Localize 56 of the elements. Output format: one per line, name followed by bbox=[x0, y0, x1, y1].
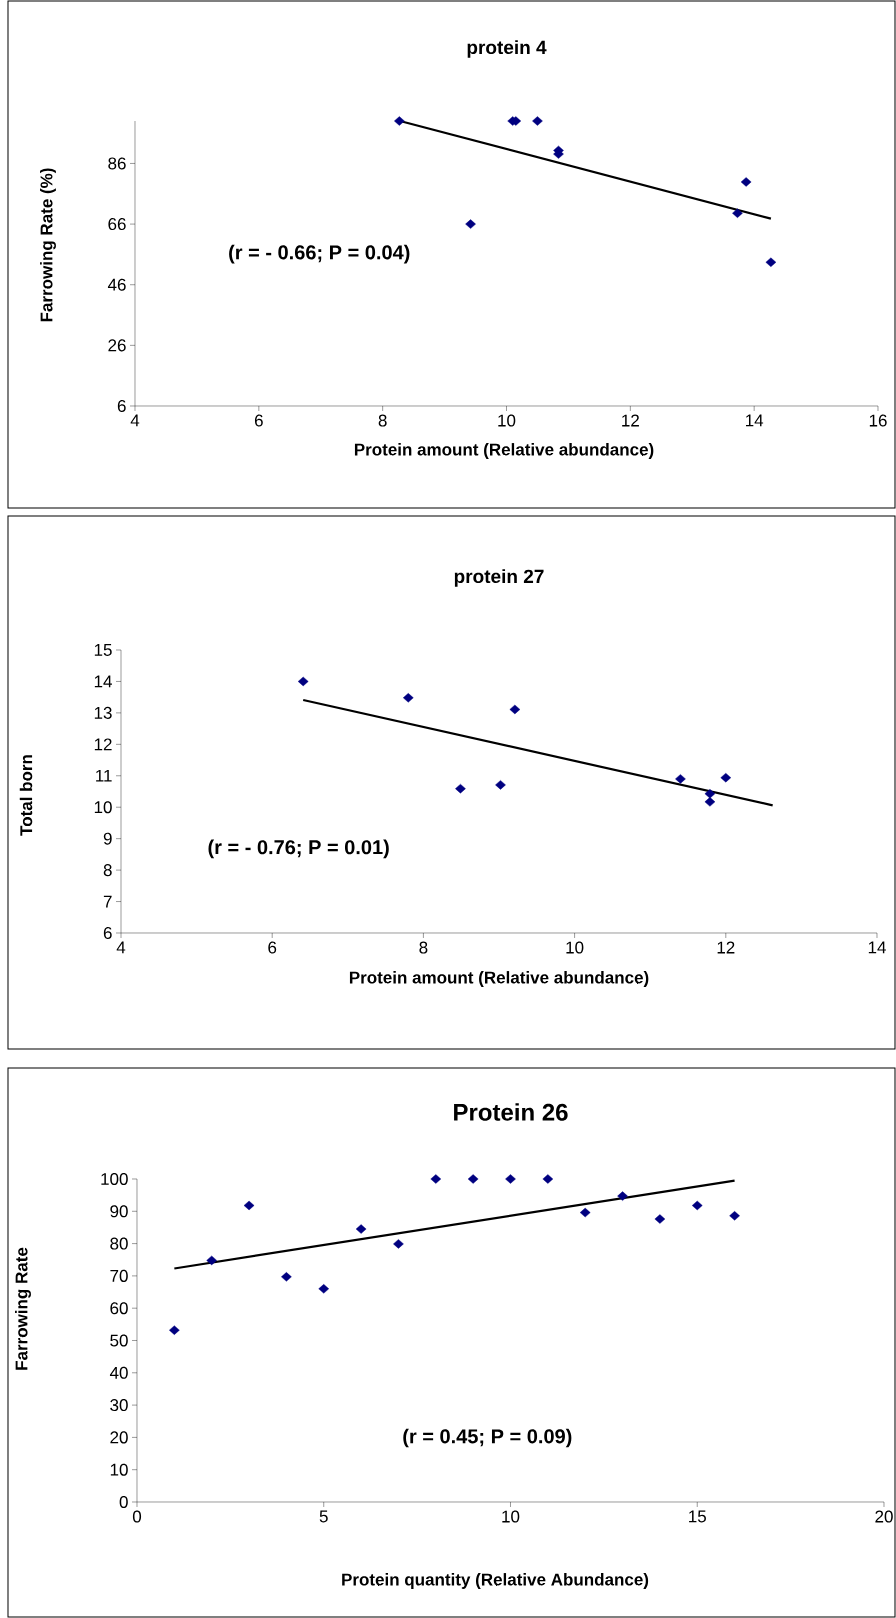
x-tick-label: 4 bbox=[116, 941, 126, 954]
y-tick-label: 20 bbox=[110, 1431, 128, 1444]
chart-title: protein 4 bbox=[467, 40, 547, 58]
y-tick-label: 7 bbox=[103, 895, 112, 908]
y-tick-label: 80 bbox=[110, 1237, 128, 1250]
y-tick-label: 90 bbox=[110, 1205, 128, 1218]
x-tick-label: 12 bbox=[717, 941, 735, 954]
y-tick-label: 11 bbox=[96, 769, 112, 782]
y-tick-label: 86 bbox=[108, 157, 126, 170]
x-tick-label: 6 bbox=[268, 941, 277, 954]
y-axis-title: Farrowing Rate (%) bbox=[40, 168, 56, 322]
y-tick-label: 6 bbox=[117, 399, 126, 413]
x-tick-label: 4 bbox=[130, 414, 140, 427]
y-tick-label: 60 bbox=[110, 1302, 128, 1315]
y-tick-label: 100 bbox=[101, 1172, 128, 1186]
x-tick-label: 8 bbox=[419, 941, 428, 954]
x-tick-label: 10 bbox=[498, 414, 516, 427]
x-tick-label: 5 bbox=[319, 1510, 328, 1523]
y-tick-label: 6 bbox=[103, 926, 112, 940]
y-tick-label: 15 bbox=[94, 644, 112, 656]
x-tick-label: 0 bbox=[132, 1510, 142, 1523]
y-tick-label: 30 bbox=[110, 1399, 128, 1412]
y-tick-label: 10 bbox=[110, 1463, 128, 1476]
x-tick-label: 10 bbox=[566, 941, 584, 954]
y-axis-title: Farrowing Rate bbox=[15, 1247, 31, 1370]
x-tick-label: 15 bbox=[689, 1510, 706, 1523]
x-tick-label: 6 bbox=[254, 414, 263, 427]
x-tick-label: 14 bbox=[746, 414, 764, 427]
annotation: (r = - 0.66; P = 0.04) bbox=[229, 244, 410, 264]
y-tick-label: 9 bbox=[103, 832, 112, 845]
y-tick-label: 50 bbox=[110, 1334, 128, 1347]
y-tick-label: 0 bbox=[119, 1495, 128, 1509]
y-tick-label: 66 bbox=[108, 218, 126, 231]
y-tick-label: 14 bbox=[94, 675, 112, 688]
x-tick-label: 20 bbox=[875, 1510, 893, 1523]
y-tick-label: 70 bbox=[110, 1269, 128, 1282]
chart-title: protein 27 bbox=[454, 569, 544, 587]
x-axis-title: Protein amount (Relative abundance) bbox=[354, 443, 654, 459]
x-tick-label: 8 bbox=[378, 414, 387, 427]
y-tick-label: 46 bbox=[107, 278, 126, 291]
x-axis-title: Protein quantity (Relative Abundance) bbox=[342, 1573, 649, 1589]
chart-title: Protein 26 bbox=[454, 1103, 568, 1121]
x-tick-label: 14 bbox=[868, 941, 886, 954]
y-tick-label: 26 bbox=[108, 339, 126, 352]
annotation: (r = - 0.76; P = 0.01) bbox=[208, 839, 389, 859]
y-tick-label: 13 bbox=[94, 706, 112, 719]
x-tick-label: 16 bbox=[869, 414, 887, 427]
y-tick-label: 8 bbox=[103, 864, 112, 877]
y-tick-label: 40 bbox=[109, 1366, 128, 1379]
x-tick-label: 12 bbox=[622, 414, 639, 427]
x-axis-title: Protein amount (Relative abundance) bbox=[349, 971, 649, 987]
x-tick-label: 10 bbox=[502, 1510, 520, 1523]
annotation: (r = 0.45; P = 0.09) bbox=[403, 1428, 572, 1448]
y-tick-label: 12 bbox=[94, 738, 112, 751]
y-axis-title: Total born bbox=[19, 755, 33, 836]
y-tick-label: 10 bbox=[94, 801, 112, 814]
